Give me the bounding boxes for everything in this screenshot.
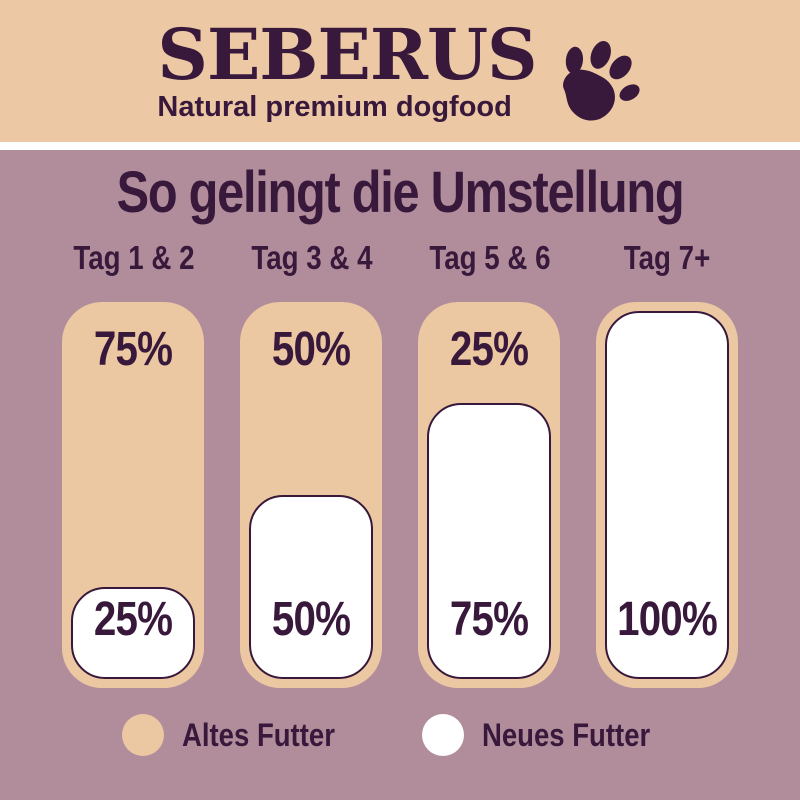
new-food-percent: 100% [617, 593, 718, 646]
new-food-percent: 50% [271, 593, 351, 646]
brand-text-block: SEBERUS Natural premium dogfood [157, 13, 537, 124]
brand-tagline: Natural premium dogfood [157, 90, 512, 123]
bar-old-food: 50% 50% [240, 302, 382, 688]
brand-lockup: SEBERUS Natural premium dogfood [157, 14, 642, 128]
legend-label: Neues Futter [482, 716, 651, 753]
brand-header: SEBERUS Natural premium dogfood [0, 0, 800, 150]
legend-label: Altes Futter [182, 716, 336, 753]
new-food-percent: 75% [449, 593, 529, 646]
legend-item-old-food: Altes Futter [122, 714, 360, 756]
bar-new-food [249, 495, 373, 679]
day-label: Tag 1 & 2 [73, 239, 195, 276]
new-food-swatch [422, 714, 465, 756]
brand-name: SEBERUS [157, 13, 537, 96]
bar-new-food [605, 311, 729, 679]
day-label: Tag 7+ [623, 239, 711, 276]
bar-old-food: 75% 25% [62, 302, 204, 688]
chart-area: So gelingt die Umstellung Tag 1 & 2 75% … [0, 150, 800, 792]
bar-new-food [71, 587, 195, 679]
paw-icon [562, 41, 640, 121]
legend: Altes Futter Neues Futter [0, 714, 800, 756]
old-food-swatch [122, 714, 165, 756]
old-food-percent: 50% [271, 323, 351, 376]
transition-chart: Tag 1 & 2 75% 25% Tag 3 & 4 50% 50% Tag … [0, 240, 800, 688]
chart-column-day-3-4: Tag 3 & 4 50% 50% [240, 240, 382, 688]
bar-old-food: 25% 75% [418, 302, 560, 688]
day-label: Tag 5 & 6 [429, 239, 551, 276]
legend-item-new-food: Neues Futter [422, 714, 678, 756]
page-title: So gelingt die Umstellung [116, 160, 685, 225]
day-label: Tag 3 & 4 [251, 239, 373, 276]
old-food-percent: 25% [449, 323, 529, 376]
chart-column-day-7plus: Tag 7+ 100% [596, 240, 738, 688]
chart-column-day-5-6: Tag 5 & 6 25% 75% [418, 240, 560, 688]
old-food-percent: 75% [93, 323, 173, 376]
new-food-percent: 25% [93, 593, 173, 646]
chart-column-day-1-2: Tag 1 & 2 75% 25% [62, 240, 204, 688]
bar-old-food: 100% [596, 302, 738, 688]
bar-new-food [427, 403, 551, 679]
